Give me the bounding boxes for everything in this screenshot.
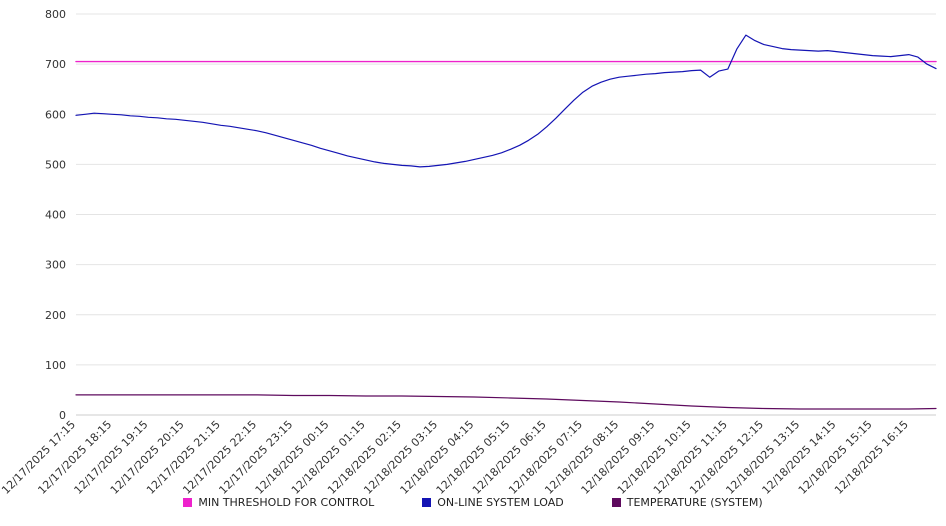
series-line-online-system-load — [75, 34, 937, 168]
y-tick-label: 0 — [59, 409, 66, 422]
legend-label: MIN THRESHOLD FOR CONTROL — [198, 496, 375, 509]
legend-swatch-icon — [183, 498, 193, 507]
y-tick-label: 300 — [45, 259, 66, 272]
y-tick-label: 200 — [45, 309, 66, 322]
legend-item-min-threshold: MIN THRESHOLD FOR CONTROL — [183, 496, 374, 509]
legend-item-temperature-system: TEMPERATURE (SYSTEM) — [611, 496, 763, 509]
y-tick-label: 100 — [45, 359, 66, 372]
legend-swatch-icon — [422, 498, 432, 507]
legend-swatch-icon — [611, 498, 621, 507]
y-tick-label: 500 — [45, 158, 66, 171]
y-tick-label: 400 — [45, 209, 66, 222]
legend-label: ON-LINE SYSTEM LOAD — [437, 496, 564, 509]
y-tick-label: 800 — [45, 8, 66, 21]
legend-label: TEMPERATURE (SYSTEM) — [626, 496, 763, 509]
legend-item-online-system-load: ON-LINE SYSTEM LOAD — [422, 496, 564, 509]
legend: MIN THRESHOLD FOR CONTROL ON-LINE SYSTEM … — [0, 496, 946, 509]
y-tick-label: 600 — [45, 108, 66, 121]
y-tick-label: 700 — [45, 58, 66, 71]
series-line-temperature-system — [75, 394, 937, 410]
